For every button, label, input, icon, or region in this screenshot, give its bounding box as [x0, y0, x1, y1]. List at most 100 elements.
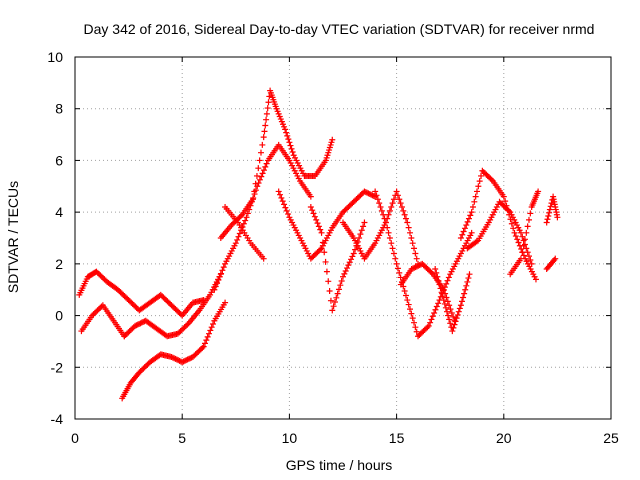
data-point-trace [397, 274, 404, 281]
axis-ticks: 0 5 10 15 20 25 -4 -2 0 2 4 6 8 10 [47, 49, 619, 446]
data-point [361, 188, 368, 195]
data-point-trace [138, 319, 145, 326]
data-point-trace [380, 211, 387, 218]
data-point [200, 343, 207, 350]
data-point-trace [259, 170, 266, 177]
data-point-trace [400, 207, 407, 214]
data-point-trace [265, 99, 272, 106]
data-point-trace [409, 240, 416, 247]
data-point-trace [392, 255, 399, 262]
data-point-trace [366, 191, 373, 198]
data-point-trace [172, 355, 179, 362]
data-point-trace [488, 176, 495, 183]
data-point-trace [201, 340, 208, 347]
data-point-trace [219, 267, 226, 274]
data-point-trace [412, 264, 419, 271]
data-point-trace [279, 198, 286, 205]
data-point-trace [385, 211, 392, 218]
data-point-trace [374, 196, 381, 203]
data-point-trace [262, 163, 269, 170]
y-tick-label: 4 [55, 204, 63, 220]
data-point-trace [445, 312, 452, 319]
data-point-trace [402, 292, 409, 299]
data-point-trace [284, 132, 291, 139]
data-point-trace [134, 321, 141, 328]
data-point-trace [411, 245, 418, 252]
data-point-trace [176, 357, 183, 364]
data-point-trace [435, 277, 442, 284]
data-point-trace [210, 320, 217, 327]
data-point-trace [133, 322, 140, 329]
data-point-trace [235, 233, 242, 240]
data-point-trace [199, 344, 206, 351]
data-point-trace [505, 207, 512, 214]
x-tick-label: 25 [603, 430, 619, 446]
data-point-trace [376, 200, 383, 207]
data-point-trace [462, 286, 469, 293]
data-point-trace [327, 297, 334, 304]
data-point-trace [521, 236, 528, 243]
data-point-trace [253, 172, 260, 179]
data-point-trace [317, 226, 324, 233]
data-point-trace [216, 273, 223, 280]
data-point-trace [459, 231, 466, 238]
data-point-trace [381, 215, 388, 222]
data-point-trace [386, 207, 393, 214]
data-point-trace [450, 313, 457, 320]
data-point [468, 209, 475, 216]
y-tick-label: 0 [55, 308, 63, 324]
data-point-trace [204, 333, 211, 340]
data-point-trace [473, 238, 480, 245]
data-point-trace [546, 209, 553, 216]
data-point-trace [286, 139, 293, 146]
data-point-trace [427, 319, 434, 326]
data-point-trace [311, 213, 318, 220]
data-point [179, 359, 186, 366]
data-point-trace [344, 265, 351, 272]
data-point-trace [334, 290, 341, 297]
data-point-trace [260, 167, 267, 174]
data-point-trace [431, 309, 438, 316]
data-point-trace [405, 224, 412, 231]
data-point [132, 322, 139, 329]
data-point-trace [323, 268, 330, 275]
data-point-trace [251, 188, 258, 195]
data-point-trace [502, 198, 509, 205]
y-tick-label: 8 [55, 101, 63, 117]
data-point-trace [520, 242, 527, 249]
data-point-trace [436, 281, 443, 288]
data-point-trace [408, 235, 415, 241]
data-point-trace [285, 136, 292, 143]
data-point-trace [396, 269, 403, 276]
data-point [340, 273, 346, 280]
data-point-trace [519, 249, 526, 256]
data-point-trace [520, 237, 527, 244]
data-point [232, 240, 239, 247]
data-point-trace [206, 330, 212, 337]
data-point-trace [476, 178, 483, 185]
data-point-trace [454, 311, 461, 318]
data-point-trace [432, 306, 439, 313]
data-point-trace [373, 192, 380, 199]
data-point [554, 214, 561, 221]
data-point-trace [478, 172, 485, 179]
data-point-trace [439, 293, 446, 300]
data-point [511, 229, 518, 236]
data-point [457, 235, 464, 241]
plot-frame [74, 56, 612, 420]
data-point-trace [461, 290, 468, 297]
data-point-trace [450, 324, 457, 331]
data-point-trace [397, 200, 404, 207]
data-point-trace [258, 173, 265, 180]
data-point-trace [171, 355, 178, 362]
data-point-trace [447, 306, 454, 313]
data-point-trace [278, 194, 285, 201]
data-point-trace [98, 303, 105, 310]
data-point-trace [441, 300, 448, 307]
data-point-trace [187, 355, 194, 362]
data-point [222, 299, 229, 306]
data-point-trace [469, 203, 476, 210]
data-point-trace [283, 129, 290, 136]
data-point-trace [514, 236, 521, 243]
data-point-trace [183, 357, 190, 364]
